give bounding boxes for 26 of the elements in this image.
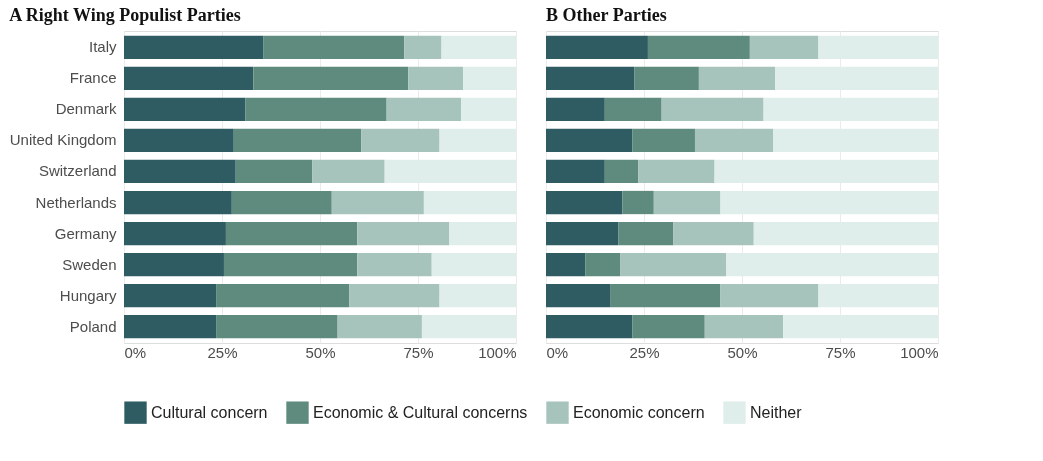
y-tick-label: Poland <box>69 317 117 335</box>
legend-label: Economic concern <box>573 403 705 421</box>
chart-title: A Right Wing Populist Parties <box>9 5 241 25</box>
x-tick-label: 25% <box>629 343 660 361</box>
y-tick-label: Hungary <box>59 286 117 304</box>
x-tick-label: 75% <box>403 343 434 361</box>
y-tick-label: Netherlands <box>35 193 117 211</box>
x-tick-label: 75% <box>825 343 856 361</box>
y-tick-label: Denmark <box>55 100 117 118</box>
x-tick-label: 25% <box>207 343 238 361</box>
x-tick-label: 50% <box>727 343 758 361</box>
chart-title: B Other Parties <box>546 5 667 25</box>
legend-label: Neither <box>750 403 803 421</box>
x-tick-label: 0% <box>124 343 147 361</box>
x-tick-label: 0% <box>546 343 569 361</box>
legend-label: Economic & Cultural concerns <box>313 403 528 421</box>
legend-label: Cultural concern <box>151 403 268 421</box>
y-tick-label: Switzerland <box>38 162 117 180</box>
y-tick-label: United Kingdom <box>9 131 117 149</box>
y-tick-label: Italy <box>88 38 117 56</box>
y-tick-label: France <box>69 69 117 87</box>
x-tick-label: 50% <box>305 343 336 361</box>
x-tick-label: 100% <box>478 343 517 361</box>
y-tick-label: Sweden <box>62 255 117 273</box>
y-tick-label: Germany <box>54 224 117 242</box>
x-tick-label: 100% <box>900 343 939 361</box>
